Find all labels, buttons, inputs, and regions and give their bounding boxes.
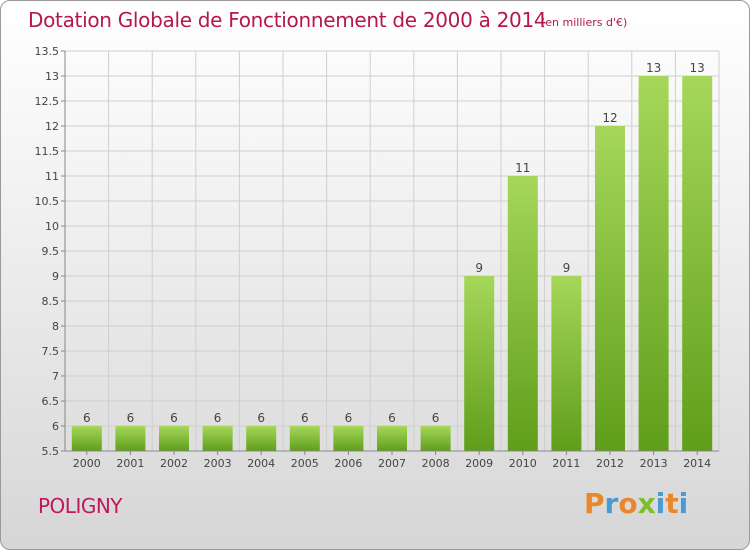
x-tick-label: 2006 (334, 457, 362, 470)
y-tick-label: 12.5 (35, 95, 60, 108)
y-tick-label: 10.5 (35, 195, 60, 208)
y-tick-label: 8.5 (42, 295, 60, 308)
data-label: 9 (475, 261, 483, 275)
data-label: 6 (345, 411, 353, 425)
x-tick-label: 2005 (291, 457, 319, 470)
data-label: 6 (214, 411, 222, 425)
y-tick-label: 13 (45, 70, 59, 83)
data-label: 13 (646, 61, 661, 75)
bar (682, 76, 713, 451)
x-tick-label: 2003 (204, 457, 232, 470)
commune-name: POLIGNY (38, 494, 123, 518)
x-tick-label: 2001 (116, 457, 144, 470)
y-tick-label: 5.5 (42, 445, 60, 458)
bar (638, 76, 669, 451)
y-tick-label: 7.5 (42, 345, 60, 358)
bar (420, 426, 451, 451)
x-tick-label: 2014 (683, 457, 711, 470)
data-label: 6 (388, 411, 396, 425)
y-tick-label: 10 (45, 220, 59, 233)
logo-letter: t (665, 487, 679, 520)
logo-letter: P (584, 487, 605, 520)
bar (595, 126, 625, 451)
bar (464, 276, 495, 451)
bar (289, 426, 320, 451)
logo-letter: o (618, 487, 638, 520)
x-tick-label: 2011 (552, 457, 580, 470)
data-label: 9 (563, 261, 571, 275)
data-label: 12 (602, 111, 617, 125)
y-tick-label: 9.5 (42, 245, 60, 258)
chart-title: Dotation Globale de Fonctionnement de 20… (28, 8, 547, 32)
bar (202, 426, 233, 451)
x-tick-label: 2010 (509, 457, 537, 470)
y-tick-label: 6.5 (42, 395, 60, 408)
y-tick-label: 12 (45, 120, 59, 133)
bar (246, 426, 277, 451)
chart-unit: (en milliers d'€) (541, 16, 628, 29)
logo-letter: i (655, 487, 666, 520)
data-label: 6 (170, 411, 178, 425)
bar (159, 426, 189, 451)
y-tick-label: 11 (45, 170, 59, 183)
x-tick-label: 2007 (378, 457, 406, 470)
proxiti-logo[interactable]: Proxiti (584, 487, 688, 520)
bar (377, 426, 407, 451)
x-tick-label: 2002 (160, 457, 188, 470)
y-tick-label: 7 (52, 370, 59, 383)
y-tick-label: 9 (52, 270, 59, 283)
y-tick-label: 11.5 (35, 145, 60, 158)
x-tick-label: 2008 (422, 457, 450, 470)
bar (507, 176, 538, 451)
x-tick-label: 2000 (73, 457, 101, 470)
logo-letter: r (604, 487, 619, 520)
x-tick-label: 2009 (465, 457, 493, 470)
y-tick-label: 13.5 (35, 45, 60, 58)
data-label: 6 (257, 411, 265, 425)
x-tick-label: 2013 (640, 457, 668, 470)
bar (333, 426, 364, 451)
data-label: 6 (432, 411, 440, 425)
data-label: 11 (515, 161, 530, 175)
x-tick-label: 2004 (247, 457, 275, 470)
y-tick-label: 8 (52, 320, 59, 333)
data-label: 6 (83, 411, 91, 425)
bar (115, 426, 146, 451)
y-tick-label: 6 (52, 420, 59, 433)
bar (71, 426, 102, 451)
bar (551, 276, 582, 451)
data-label: 6 (127, 411, 135, 425)
logo-letter: i (678, 487, 689, 520)
logo-letter: x (637, 487, 656, 520)
x-tick-label: 2012 (596, 457, 624, 470)
data-label: 13 (690, 61, 705, 75)
data-label: 6 (301, 411, 309, 425)
